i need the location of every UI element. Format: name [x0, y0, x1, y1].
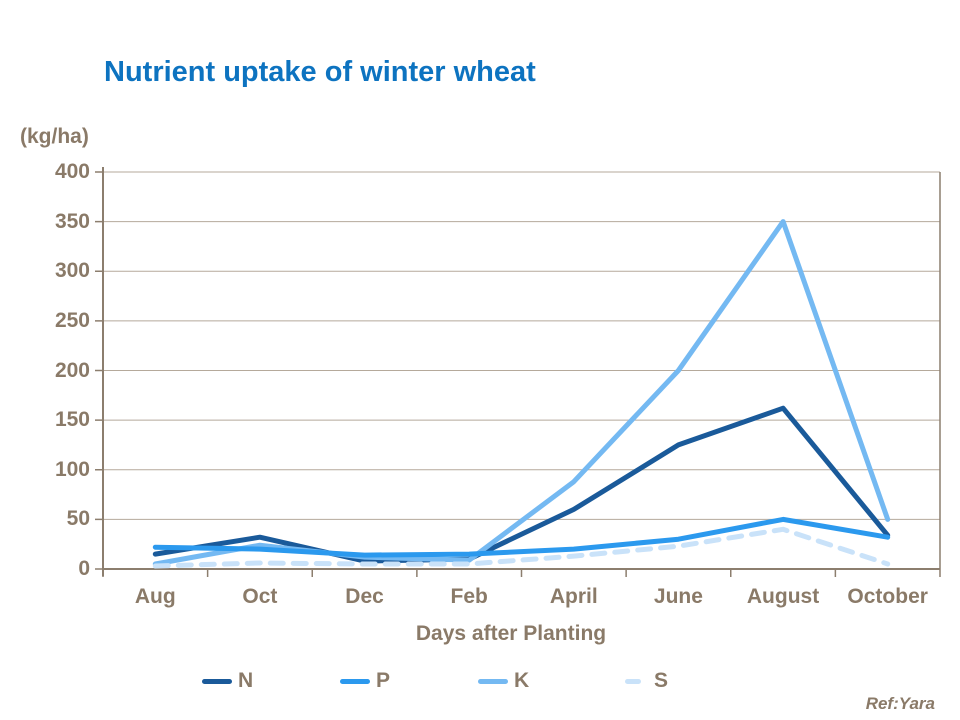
x-tick-label-october: October [847, 585, 928, 608]
y-tick-label-250: 250 [54, 308, 90, 332]
y-tick-label-0: 0 [78, 557, 90, 580]
legend-item-p: P [340, 668, 390, 694]
y-tick-label-300: 300 [54, 259, 90, 283]
legend-label-n: N [238, 669, 254, 692]
y-tick-label-200: 200 [54, 358, 90, 382]
series-line-n [152, 405, 891, 564]
reference-label: Ref:Yara [865, 694, 935, 713]
legend-item-k: K [478, 668, 529, 694]
x-tick-label-dec: Dec [345, 585, 384, 608]
legend-swatch-p [340, 678, 370, 684]
legend-swatch-s [625, 678, 641, 684]
x-tick-label-june: June [653, 585, 703, 608]
series-line-p [152, 516, 891, 558]
series-line-k [152, 219, 891, 567]
x-tick-label-oct: Oct [242, 585, 278, 608]
legend-item-s: S [618, 668, 668, 694]
y-tick-label-50: 50 [66, 507, 90, 531]
x-tick-label-feb: Feb [450, 585, 488, 608]
y-tick-label-150: 150 [54, 408, 90, 432]
x-tick-label-august: August [746, 585, 820, 608]
chart-title: Nutrient uptake of winter wheat [104, 56, 536, 88]
x-tick-label-april: April [549, 585, 598, 608]
legend: N P K S [0, 668, 960, 694]
legend-item-n: N [202, 668, 253, 694]
y-tick-label-100: 100 [54, 457, 90, 481]
series-line-s [152, 526, 891, 569]
legend-swatch-n [202, 678, 232, 684]
y-tick-label-350: 350 [54, 209, 90, 233]
x-axis-title: Days after Planting [415, 622, 607, 645]
legend-label-s: S [654, 669, 669, 692]
legend-label-p: P [376, 669, 391, 692]
legend-label-k: K [514, 669, 530, 692]
y-axis-unit-label: (kg/ha) [20, 125, 89, 148]
y-tick-label-400: 400 [54, 160, 90, 183]
legend-swatch-k [478, 678, 508, 684]
x-tick-label-aug: Aug [134, 585, 176, 608]
